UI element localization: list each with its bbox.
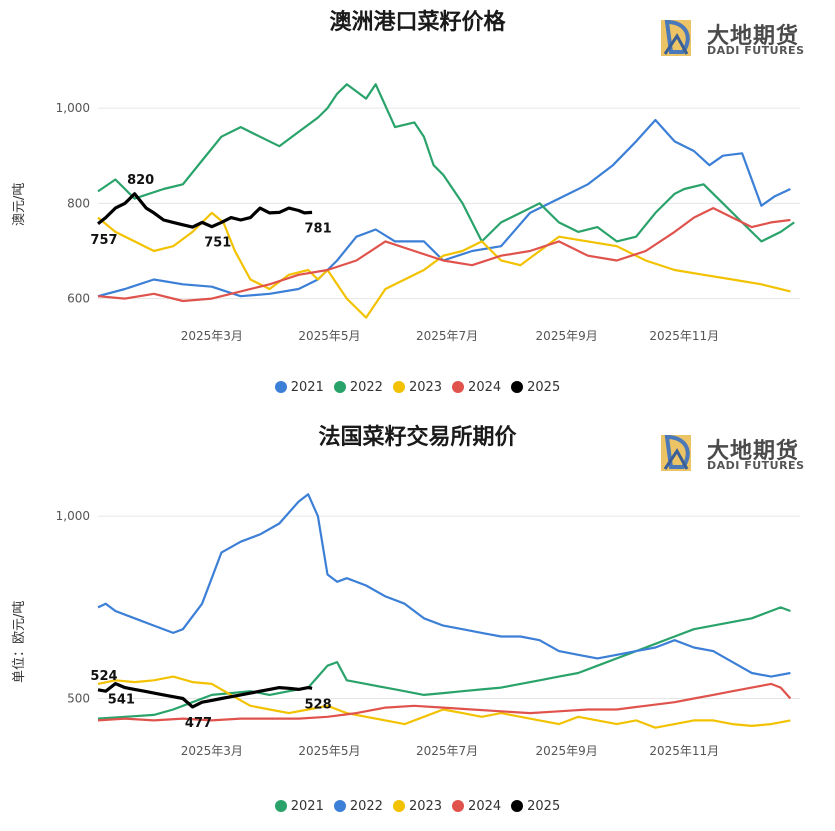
- series-line-2022: [97, 83, 795, 243]
- logo-mark-icon: [661, 19, 691, 56]
- legend-swatch: [274, 800, 287, 812]
- legend-swatch: [511, 800, 524, 812]
- x-tick-label: 2025年9月: [536, 744, 598, 758]
- legend-label: 2024: [468, 380, 502, 395]
- x-tick-label: 2025年5月: [298, 744, 360, 758]
- chart-legend: 2021 2022 2023 2024 2025: [0, 799, 835, 814]
- legend-item-2024[interactable]: 2024: [452, 380, 501, 395]
- series-line-2024: [97, 682, 792, 722]
- legend-item-2024[interactable]: 2024: [452, 799, 501, 814]
- series-line-2021: [97, 606, 791, 720]
- legend-label: 2021: [290, 380, 324, 395]
- chart-plot-1: 600 800 1,000 2025年3月 2025年5月 2025年7月 2025年9月 2…: [56, 83, 800, 343]
- legend-swatch: [392, 800, 405, 812]
- y-tick-label: 1,000: [56, 101, 90, 115]
- x-tick-label: 2025年5月: [298, 329, 360, 343]
- data-label: 477: [185, 716, 212, 731]
- legend-label: 2025: [527, 380, 561, 395]
- data-label: 541: [108, 693, 135, 708]
- data-label: 751: [204, 236, 231, 251]
- y-tick-label: 1,000: [56, 509, 90, 523]
- legend-swatch: [392, 381, 405, 393]
- legend-item-2022[interactable]: 2022: [333, 799, 383, 814]
- legend-item-2021[interactable]: 2021: [274, 799, 324, 814]
- y-tick-label: 600: [67, 292, 90, 306]
- brand-sub: DADI FUTURES: [707, 44, 805, 57]
- legend-label: 2024: [468, 799, 502, 814]
- series-line-2022: [97, 493, 791, 678]
- chart-plot-2: 500 1,000 2025年3月 2025年5月 2025年7月 2025年9月 2025…: [56, 493, 800, 758]
- x-tick-label: 2025年11月: [649, 744, 719, 758]
- legend-item-2021[interactable]: 2021: [274, 380, 324, 395]
- legend-label: 2023: [408, 799, 443, 814]
- chart-legend: 2021 2022 2023 2024 2025: [0, 380, 835, 395]
- chart-panel-australia: 澳洲港口菜籽价格 大地期货 DADI FUTURES 澳元/吨 600 800 1,…: [0, 0, 835, 415]
- series-line-2021: [97, 118, 791, 298]
- series-line-2023: [97, 211, 791, 319]
- chart-title: 法国菜籽交易所期价: [318, 425, 517, 450]
- y-tick-label: 500: [67, 692, 90, 706]
- legend-swatch: [333, 800, 346, 812]
- x-tick-label: 2025年3月: [181, 329, 243, 343]
- legend-item-2025[interactable]: 2025: [511, 799, 560, 814]
- legend-label: 2022: [349, 380, 383, 395]
- brand-logo: 大地期货 DADI FUTURES: [657, 14, 825, 64]
- data-label: 781: [305, 221, 332, 236]
- legend-swatch: [452, 800, 465, 812]
- y-tick-label: 800: [67, 196, 90, 210]
- data-label: 528: [305, 697, 332, 712]
- legend-item-2025[interactable]: 2025: [511, 380, 560, 395]
- legend-label: 2023: [408, 380, 443, 395]
- chart-title: 澳洲港口菜籽价格: [329, 10, 506, 35]
- legend-label: 2021: [290, 799, 324, 814]
- logo-mark-icon: [661, 434, 691, 471]
- legend-label: 2025: [527, 799, 561, 814]
- brand-name: 大地期货: [707, 24, 800, 49]
- series-line-2025: [96, 192, 313, 229]
- x-tick-label: 2025年7月: [416, 744, 478, 758]
- brand-sub: DADI FUTURES: [707, 459, 805, 472]
- series-line-2023: [97, 675, 791, 729]
- legend-swatch: [274, 381, 287, 393]
- series-line-2025: [97, 682, 313, 709]
- legend-swatch: [452, 381, 465, 393]
- brand-name: 大地期货: [707, 439, 800, 464]
- legend-item-2022[interactable]: 2022: [333, 380, 383, 395]
- series-line-2024: [97, 207, 791, 303]
- x-tick-label: 2025年3月: [181, 744, 243, 758]
- brand-logo: 大地期货 DADI FUTURES: [657, 429, 825, 479]
- x-tick-label: 2025年11月: [649, 329, 719, 343]
- x-tick-label: 2025年7月: [416, 329, 478, 343]
- x-tick-label: 2025年9月: [536, 329, 598, 343]
- data-label: 524: [90, 669, 117, 684]
- legend-label: 2022: [349, 799, 383, 814]
- legend-item-2023[interactable]: 2023: [392, 380, 443, 395]
- data-label: 757: [90, 233, 117, 248]
- legend-item-2023[interactable]: 2023: [392, 799, 443, 814]
- legend-swatch: [511, 381, 524, 393]
- legend-swatch: [333, 381, 346, 393]
- chart-panel-france: 法国菜籽交易所期价 大地期货 DADI FUTURES 单位：欧元/吨 500 1…: [0, 415, 835, 831]
- data-label: 820: [127, 173, 154, 188]
